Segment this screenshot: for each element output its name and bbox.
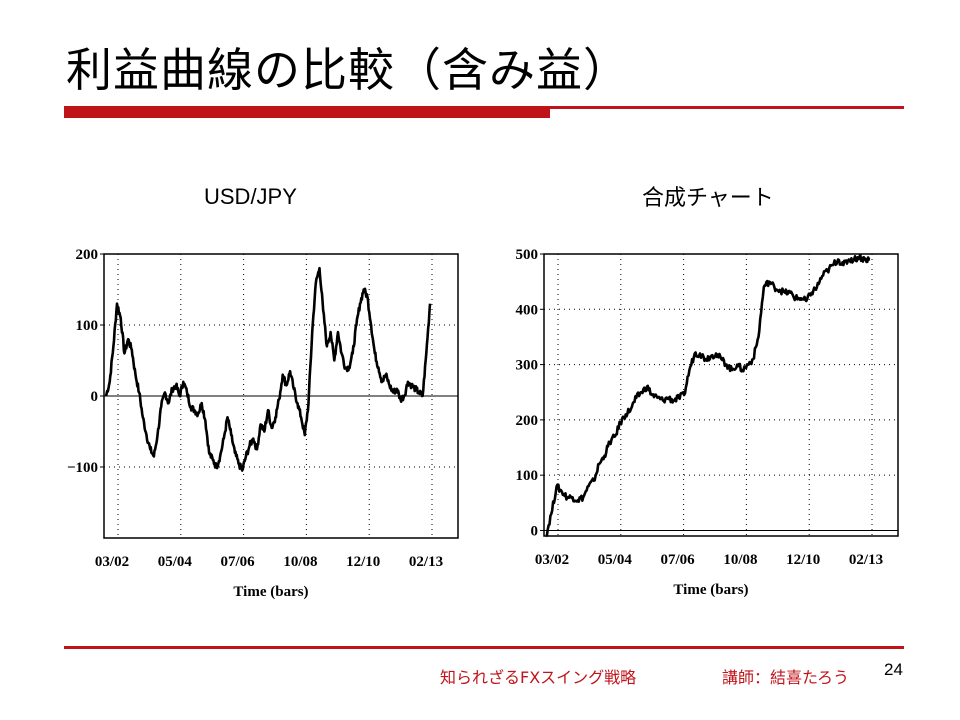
y-tick-label: 100 (516, 468, 539, 484)
title-underline (64, 106, 904, 109)
x-tick-label: 10/08 (283, 554, 317, 570)
y-tick-label: −100 (67, 460, 98, 476)
y-tick-label: 200 (76, 247, 99, 263)
footer-rule (64, 646, 904, 649)
x-tick-label: 07/06 (661, 552, 696, 568)
chart-title-composite: 合成チャート (642, 185, 774, 210)
slide-title: 利益曲線の比較（含み益） (66, 43, 630, 97)
page-number: 24 (884, 660, 903, 679)
usdjpy-equity-curve (104, 266, 432, 472)
x-axis-label: Time (bars) (233, 584, 308, 600)
x-tick-label: 05/04 (598, 552, 633, 568)
composite-profit-chart: 500 400 300 200 100 0 03/02 05/04 07/06 10/08 12/1… (516, 247, 899, 598)
x-tick-label: 12/10 (786, 552, 820, 568)
y-tick-label: 400 (516, 302, 539, 318)
x-tick-label: 07/06 (221, 554, 256, 570)
composite-equity-curve (545, 253, 871, 538)
y-tick-label: 500 (516, 247, 539, 263)
title-accent-bar (64, 108, 550, 118)
y-tick-label: 0 (91, 389, 99, 405)
y-tick-label: 0 (531, 523, 539, 539)
plot-frame (543, 253, 899, 537)
x-tick-label: 12/10 (346, 554, 380, 570)
y-tick-label: 100 (76, 318, 99, 334)
x-tick-label: 02/13 (409, 554, 443, 570)
x-tick-label: 03/02 (95, 554, 129, 570)
x-tick-label: 02/13 (849, 552, 883, 568)
footer-author: 講師：結喜たろう (722, 668, 850, 687)
usdjpy-profit-chart: 200 100 0 −100 03/02 05/04 07/06 10/08 12/10 02/1… (67, 247, 459, 600)
chart-title-usdjpy: USD/JPY (204, 184, 297, 209)
x-tick-label: 05/04 (158, 554, 193, 570)
x-tick-label: 03/02 (535, 552, 569, 568)
footer-course-title: 知られざるFXスイング戦略 (440, 668, 637, 687)
y-tick-label: 300 (516, 358, 539, 374)
x-axis-label: Time (bars) (673, 582, 748, 598)
x-tick-label: 10/08 (723, 552, 757, 568)
y-tick-label: 200 (516, 413, 539, 429)
